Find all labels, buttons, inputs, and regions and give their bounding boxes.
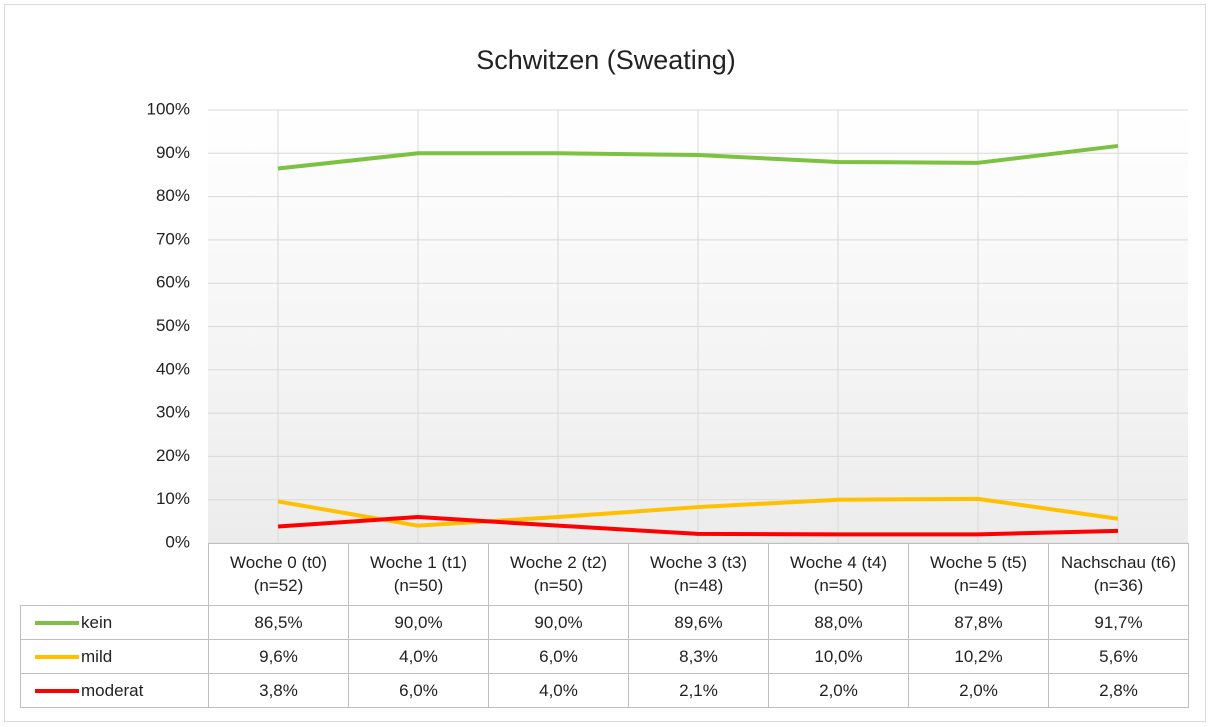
legend-cell: kein: [20, 605, 209, 640]
x-tick-label: Woche 4 (t4) (n=50): [768, 543, 909, 606]
y-tick-label: 80%: [156, 186, 190, 205]
y-tick-label: 40%: [156, 359, 190, 378]
data-label: 91,7%: [1048, 605, 1189, 640]
data-label: 3,8%: [208, 673, 349, 708]
data-label: 6,0%: [348, 673, 489, 708]
chart-border: [4, 4, 1206, 722]
y-tick-label: 60%: [156, 273, 190, 292]
data-label: 89,6%: [628, 605, 769, 640]
data-label: 2,0%: [768, 673, 909, 708]
corner-cell: [20, 543, 209, 606]
table-row: mild 9,6% 4,0% 6,0% 8,3% 10,0% 10,2% 5,6%: [20, 639, 1189, 674]
legend-swatch: [35, 655, 79, 660]
legend-cell: mild: [20, 639, 209, 674]
y-tick-label: 70%: [156, 229, 190, 248]
data-label: 2,0%: [908, 673, 1049, 708]
data-label: 2,8%: [1048, 673, 1189, 708]
x-tick-label: Woche 5 (t5) (n=49): [908, 543, 1049, 606]
x-tick-label: Woche 3 (t3) (n=48): [628, 543, 769, 606]
legend-label: mild: [81, 646, 113, 666]
data-label: 4,0%: [348, 639, 489, 674]
x-tick-label: Woche 2 (t2) (n=50): [488, 543, 629, 606]
data-label: 8,3%: [628, 639, 769, 674]
data-label: 88,0%: [768, 605, 909, 640]
y-tick-label: 90%: [156, 143, 190, 162]
series-line: [277, 515, 1119, 537]
data-label: 87,8%: [908, 605, 1049, 640]
data-label: 2,1%: [628, 673, 769, 708]
table-row: kein 86,5% 90,0% 90,0% 89,6% 88,0% 87,8% 91,7%: [20, 605, 1189, 640]
data-label: 4,0%: [488, 673, 629, 708]
legend-label: kein: [81, 612, 113, 632]
y-tick-label: 100%: [147, 99, 190, 118]
data-table: Woche 0 (t0) (n=52) Woche 1 (t1) (n=50) Wo…: [20, 543, 1189, 708]
data-label: 5,6%: [1048, 639, 1189, 674]
data-label: 10,0%: [768, 639, 909, 674]
x-tick-label: Woche 0 (t0) (n=52): [208, 543, 349, 606]
x-tick-label: Nachschau (t6) (n=36): [1048, 543, 1189, 606]
y-tick-label: 30%: [156, 403, 190, 422]
table-row: moderat 3,8% 6,0% 4,0% 2,1% 2,0% 2,0% 2,8%: [20, 673, 1189, 708]
data-label: 6,0%: [488, 639, 629, 674]
data-label: 10,2%: [908, 639, 1049, 674]
legend-swatch: [35, 621, 79, 626]
data-label: 9,6%: [208, 639, 349, 674]
data-label: 90,0%: [488, 605, 629, 640]
data-label: 86,5%: [208, 605, 349, 640]
x-tick-label: Woche 1 (t1) (n=50): [348, 543, 489, 606]
y-tick-label: 10%: [156, 489, 190, 508]
data-label: 90,0%: [348, 605, 489, 640]
y-tick-label: 20%: [156, 446, 190, 465]
series-line: [277, 143, 1119, 171]
legend-cell: moderat: [20, 673, 209, 708]
chart-title: Schwitzen (Sweating): [476, 45, 736, 75]
header-row: Woche 0 (t0) (n=52) Woche 1 (t1) (n=50) Wo…: [20, 543, 1189, 606]
legend-swatch: [35, 689, 79, 694]
y-tick-label: 50%: [156, 316, 190, 335]
legend-label: moderat: [81, 680, 144, 700]
series-line: [277, 496, 1119, 528]
